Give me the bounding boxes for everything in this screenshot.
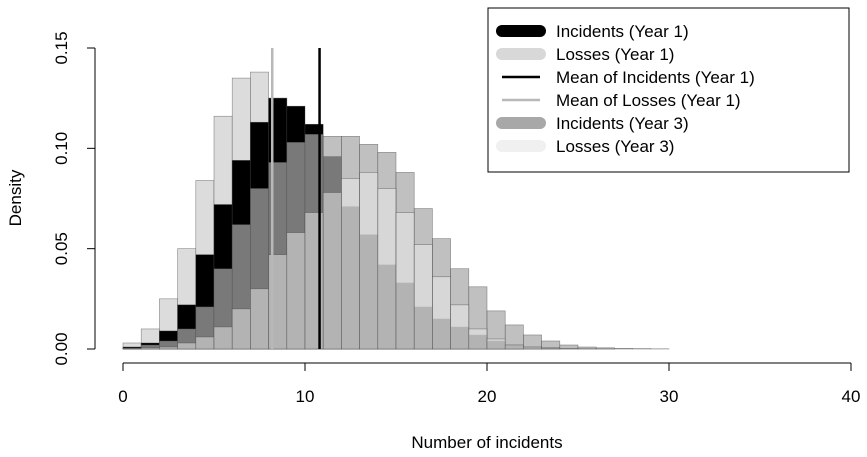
legend: Incidents (Year 1) Losses (Year 1) Mean of… (487, 7, 850, 173)
mean-lines (270, 48, 321, 349)
y-ticks: 0.00 0.05 0.10 0.15 (52, 31, 95, 366)
bar (468, 328, 488, 350)
y-tick-label: 0.10 (52, 132, 71, 165)
x-tick-label: 0 (118, 387, 127, 406)
bar (523, 346, 542, 350)
legend-entries: Incidents (Year 1) Losses (Year 1) Mean of… (496, 22, 755, 156)
bar (395, 212, 415, 350)
bar (177, 342, 197, 350)
bar (413, 244, 433, 350)
y-axis-title: Density (6, 169, 25, 226)
bars-layer (122, 71, 670, 350)
bar (213, 326, 233, 350)
bar (359, 172, 379, 350)
legend-entry: Incidents (Year 1) (496, 22, 689, 41)
legend-box (487, 7, 850, 173)
bar (250, 288, 269, 350)
bar (159, 346, 178, 350)
legend-label: Incidents (Year 1) (556, 22, 689, 41)
x-tick-label: 30 (660, 387, 679, 406)
x-tick-label: 10 (296, 387, 315, 406)
y-tick-label: 0.00 (52, 332, 71, 365)
legend-label: Losses (Year 1) (556, 45, 674, 64)
legend-entry: Losses (Year 3) (496, 137, 674, 156)
legend-entry: Mean of Incidents (Year 1) (502, 68, 755, 87)
x-ticks: 0 10 20 30 40 (118, 363, 860, 406)
legend-entry: Mean of Losses (Year 1) (502, 91, 741, 110)
bar (140, 347, 160, 350)
bar (559, 344, 579, 350)
legend-label: Mean of Losses (Year 1) (556, 91, 741, 110)
bar (432, 276, 451, 350)
bar (286, 232, 306, 350)
series-losses-year-3- (122, 172, 561, 350)
bar (377, 188, 397, 350)
x-tick-label: 40 (842, 387, 861, 406)
y-tick-label: 0.15 (52, 31, 71, 64)
bar (577, 346, 597, 350)
legend-label: Losses (Year 3) (556, 137, 674, 156)
bar (504, 344, 524, 350)
bar (322, 192, 342, 350)
bar (614, 348, 633, 350)
bar (195, 336, 215, 350)
legend-entry: Losses (Year 1) (496, 45, 674, 64)
legend-label: Mean of Incidents (Year 1) (556, 68, 755, 87)
legend-entry: Incidents (Year 3) (496, 114, 689, 133)
axes: 0 10 20 30 40 0.00 0.05 0.10 0.15 (52, 31, 860, 406)
bar (450, 304, 470, 350)
bar (341, 178, 360, 350)
bar (231, 308, 251, 350)
bar (486, 338, 506, 350)
y-tick-label: 0.05 (52, 232, 71, 265)
bar (122, 348, 142, 350)
bar (595, 347, 615, 350)
legend-label: Incidents (Year 3) (556, 114, 689, 133)
x-tick-label: 20 (478, 387, 497, 406)
x-axis-title: Number of incidents (411, 433, 562, 452)
bar (541, 347, 561, 350)
